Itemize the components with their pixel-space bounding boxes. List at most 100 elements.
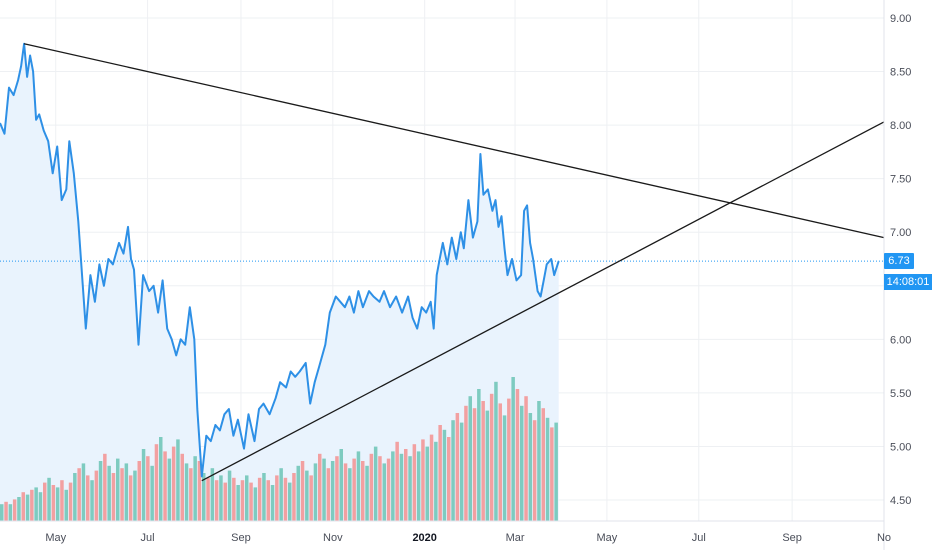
volume-bar [270, 485, 275, 521]
volume-bar [171, 446, 176, 521]
volume-bar [447, 437, 451, 521]
volume-bar [73, 473, 77, 521]
volume-bar [30, 489, 34, 521]
volume-bar [416, 451, 421, 521]
volume-bar [210, 468, 215, 521]
volume-bar [90, 480, 94, 521]
time-tick-label: Nov [323, 532, 343, 544]
volume-bar [451, 420, 455, 521]
volume-bar [120, 468, 124, 521]
volume-bar [429, 434, 434, 521]
volume-bar [8, 504, 13, 521]
volume-bar [425, 446, 429, 521]
volume-bar [356, 451, 361, 521]
bar-countdown-tag: 14:08:01 [884, 274, 932, 290]
volume-bar [206, 477, 210, 521]
time-tick-label: Sep [782, 532, 802, 544]
trendlines[interactable] [23, 43, 885, 482]
volume-bar [279, 468, 283, 521]
volume-bar [494, 381, 498, 521]
volume-bar [12, 499, 17, 521]
volume-bar [275, 475, 279, 521]
volume-bar [184, 463, 189, 521]
volume-bar [532, 420, 537, 521]
volume-bar [86, 475, 90, 521]
trendline [201, 121, 885, 482]
volume-bar [150, 465, 154, 521]
volume-bar [219, 475, 223, 521]
volume-bar [77, 468, 81, 521]
volume-bar [103, 453, 107, 521]
price-tick-label: 8.00 [890, 120, 911, 132]
volume-bar [47, 477, 51, 521]
volume-bar [21, 492, 25, 521]
volume-bar [511, 377, 515, 521]
volume-bar [502, 415, 507, 521]
volume-bar [266, 480, 270, 521]
volume-bar [339, 449, 343, 521]
volume-bar [335, 456, 339, 521]
volume-bar [288, 482, 292, 521]
volume-bar [60, 480, 64, 521]
volume-bar [326, 468, 331, 521]
volume-bar [180, 453, 184, 521]
price-tick-label: 4.50 [890, 495, 911, 507]
volume-bar [305, 470, 309, 521]
volume-bar [472, 408, 477, 521]
time-tick-label: Jul [692, 532, 706, 544]
volume-bar [438, 425, 442, 521]
volume-bar [25, 494, 30, 521]
volume-bar [116, 458, 120, 521]
volume-bar [386, 458, 391, 521]
volume-bar [128, 475, 133, 521]
volume-bar [98, 461, 103, 521]
volume-bar [189, 468, 193, 521]
trendline [23, 43, 885, 239]
volume-bar [193, 456, 197, 521]
volume-bar [249, 482, 253, 521]
price-tick-label: 7.00 [890, 227, 911, 239]
volume-bar [477, 389, 481, 521]
volume-bar [292, 473, 296, 521]
time-tick-label: May [597, 532, 618, 544]
volume-bar [537, 401, 541, 521]
volume-bar [408, 456, 412, 521]
volume-bar [541, 408, 545, 521]
price-tick-label: 6.00 [890, 334, 911, 346]
volume-bar [481, 401, 485, 521]
volume-bars [0, 377, 558, 521]
volume-bar [318, 453, 322, 521]
volume-bar [343, 463, 348, 521]
volume-bar [240, 480, 245, 521]
volume-bar [197, 461, 202, 521]
volume-bar [489, 393, 494, 521]
time-tick-label: Jul [141, 532, 155, 544]
volume-bar [309, 475, 313, 521]
volume-bar [322, 458, 326, 521]
volume-bar [176, 439, 180, 521]
volume-bar [146, 456, 150, 521]
volume-bar [455, 413, 460, 521]
volume-bar [348, 468, 352, 521]
volume-bar [296, 465, 300, 521]
volume-bar [421, 439, 425, 521]
time-tick-label: Mar [506, 532, 525, 544]
volume-bar [507, 398, 511, 521]
volume-bar [227, 470, 232, 521]
volume-bar [554, 422, 558, 521]
volume-bar [0, 504, 4, 521]
volume-bar [133, 470, 137, 521]
volume-bar [459, 422, 464, 521]
time-tick-label: May [45, 532, 66, 544]
volume-bar [38, 492, 43, 521]
volume-bar [399, 453, 404, 521]
time-tick-label: No [877, 532, 891, 544]
time-axis[interactable]: May Jul Sep Nov 2020 Mar May Jul Sep No [45, 532, 891, 544]
volume-bar [373, 446, 378, 521]
volume-bar [245, 475, 249, 521]
volume-bar [442, 429, 447, 521]
time-tick-label: Sep [231, 532, 251, 544]
price-line [0, 42, 560, 478]
volume-bar [17, 497, 21, 521]
